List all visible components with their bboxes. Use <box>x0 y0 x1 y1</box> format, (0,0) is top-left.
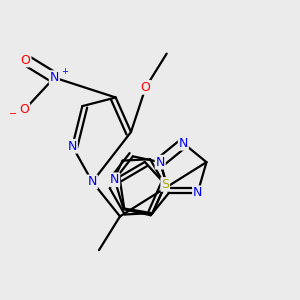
Text: N: N <box>68 140 77 153</box>
Text: N: N <box>155 156 165 169</box>
Text: S: S <box>161 178 169 191</box>
Text: N: N <box>50 71 59 84</box>
Text: O: O <box>20 103 29 116</box>
Text: −: − <box>9 109 17 118</box>
Text: +: + <box>61 68 68 76</box>
Text: N: N <box>110 173 119 186</box>
Text: O: O <box>21 53 31 67</box>
Text: N: N <box>178 137 188 150</box>
Text: N: N <box>193 186 202 199</box>
Text: N: N <box>88 176 97 188</box>
Text: O: O <box>141 81 151 94</box>
